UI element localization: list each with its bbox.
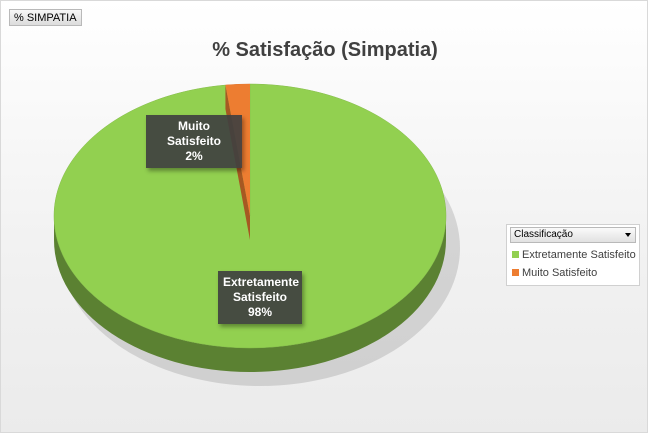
legend-header-label: Classificação	[514, 229, 573, 240]
chart-title: % Satisfação (Simpatia)	[212, 39, 438, 61]
legend-swatch-green	[512, 251, 519, 258]
data-label-muito-satisfeito: Muito Satisfeito 2%	[146, 115, 242, 168]
data-label-extre-text-1: Extretamente	[223, 275, 300, 289]
data-label-extre-percent: 98%	[247, 305, 273, 319]
data-label-muito-percent: 2%	[185, 149, 203, 163]
legend-filter-dropdown[interactable]: Classificação	[510, 227, 636, 243]
legend-label: Muito Satisfeito	[522, 266, 598, 279]
chevron-down-icon	[625, 233, 631, 237]
legend-label: Extretamente Satisfeito	[522, 248, 636, 261]
data-label-extre-text-2: Satisfeito	[232, 290, 287, 304]
data-label-muito-text: Muito Satisfeito	[166, 119, 221, 148]
field-button-simpatia[interactable]: % SIMPATIA	[9, 9, 82, 26]
pie-side-0	[54, 216, 446, 372]
legend-item-extretamente: Extretamente Satisfeito	[512, 248, 639, 261]
data-label-extretamente-satisfeito: Extretamente Satisfeito 98%	[218, 271, 302, 324]
legend-item-muito: Muito Satisfeito	[512, 266, 639, 279]
legend-swatch-orange	[512, 269, 519, 276]
legend: Classificação Extretamente Satisfeito Mu…	[506, 224, 640, 286]
